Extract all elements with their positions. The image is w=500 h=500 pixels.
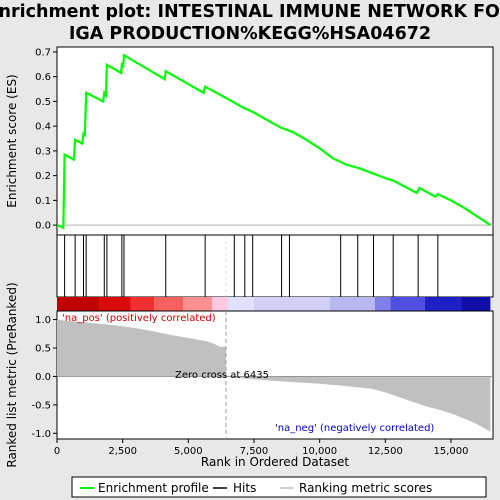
- es-y-tick-label: 0.0: [35, 221, 51, 232]
- heatbar-segment: [99, 297, 131, 311]
- heatbar-segment: [390, 297, 425, 311]
- x-tick-label: 15,000: [433, 446, 468, 457]
- heatbar-segment: [154, 297, 184, 311]
- metric-y-tick-label: -1.0: [31, 429, 51, 440]
- legend-label-enrichment: Enrichment profile: [98, 481, 209, 495]
- heatbar-segment: [374, 297, 391, 311]
- title-line-2: IGA PRODUCTION%KEGG%HSA04672: [69, 24, 431, 44]
- es-y-tick-label: 0.2: [35, 171, 51, 182]
- heatbar-segment: [424, 297, 462, 311]
- x-tick-label: 7,500: [240, 446, 269, 457]
- metric-layer: [57, 235, 493, 439]
- hits-layer: [64, 235, 439, 297]
- heatbar-segment: [227, 297, 254, 311]
- heatbar-segment: [57, 297, 100, 311]
- es-layer: [56, 53, 493, 230]
- es-y-tick-label: 0.5: [35, 97, 51, 108]
- legend-box: [71, 476, 487, 498]
- heatbar-segment: [330, 297, 375, 311]
- enrichment-profile-line: [56, 53, 492, 230]
- x-axis-label: Rank in Ordered Dataset: [201, 455, 349, 469]
- heatbar-segment: [183, 297, 212, 311]
- es-y-tick-label: 0.3: [35, 146, 51, 157]
- es-y-tick-label: 0.4: [35, 122, 51, 133]
- es-y-tick-label: 0.1: [35, 196, 51, 207]
- metric-y-tick-label: 1.0: [35, 315, 51, 326]
- es-y-tick-label: 0.7: [35, 47, 51, 58]
- metric-y-tick-label: -0.5: [31, 400, 51, 411]
- ranking-heatbar: [57, 297, 491, 311]
- metric-y-tick-label: 0.5: [35, 343, 51, 354]
- x-tick-label: 12,500: [368, 446, 403, 457]
- neg-label: 'na_neg' (negatively correlated): [275, 423, 434, 434]
- legend-label-metric: Ranking metric scores: [299, 481, 432, 495]
- heatbar-segment: [211, 297, 228, 311]
- y-axis-label-metric: Ranked list metric (PreRanked): [5, 282, 19, 467]
- es-y-tick-label: 0.6: [35, 72, 51, 83]
- x-tick-label: 10,000: [302, 446, 337, 457]
- x-tick-label: 2,500: [108, 446, 137, 457]
- heatbar-segment: [461, 297, 491, 311]
- legend-label-hits: Hits: [233, 481, 256, 495]
- x-tick-label: 5,000: [174, 446, 203, 457]
- hits-panel: [56, 234, 494, 298]
- title-line-1: Enrichment plot: INTESTINAL IMMUNE NETWO…: [0, 2, 500, 22]
- metric-y-tick-label: 0.0: [35, 372, 51, 383]
- zero-cross-label: Zero cross at 6435: [175, 370, 269, 381]
- axes-layer: 0.0 0.1 0.2 0.3 0.4 0.5 0.6 0.7 1.0 0.5 0.0 -0.5 -1.…: [31, 47, 468, 457]
- ranking-metric-area: [57, 319, 491, 432]
- es-panel: [56, 46, 494, 236]
- heatbar-segment: [130, 297, 155, 311]
- x-tick-label: 0: [54, 446, 60, 457]
- y-axis-label-es: Enrichment score (ES): [5, 74, 19, 207]
- heatbar-segment: [253, 297, 331, 311]
- pos-label: 'na_pos' (positively correlated): [62, 313, 216, 324]
